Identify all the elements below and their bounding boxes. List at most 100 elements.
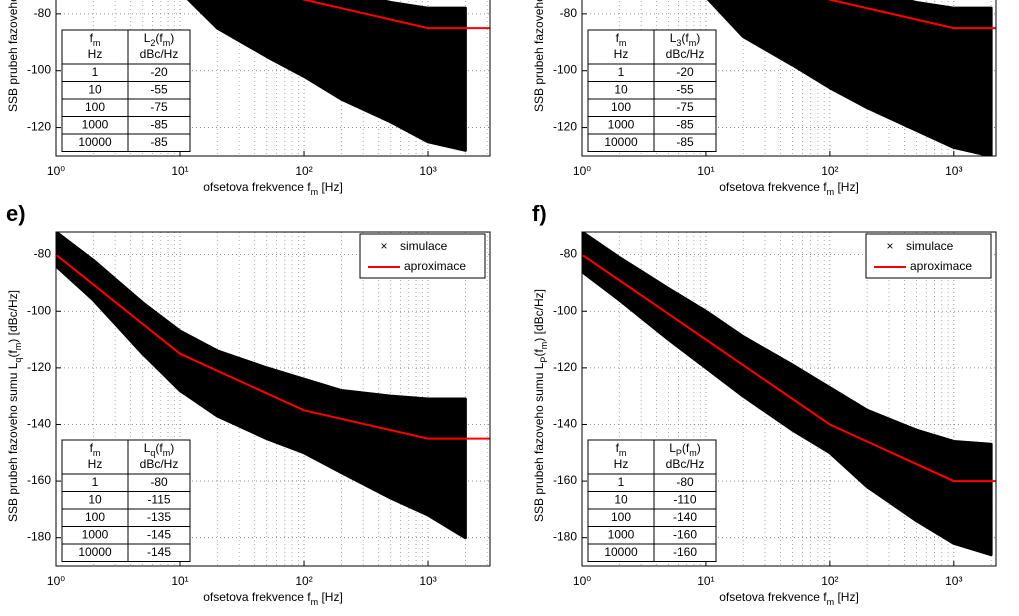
table-header: L3(fm) [670,31,701,48]
panel-label: f) [532,201,547,226]
y-tick-label: -80 [560,6,578,20]
table-cell: 10000 [78,545,112,559]
table-header: LP(fm) [669,441,701,458]
x-tick-label: 10¹ [171,164,188,178]
table-cell: 10000 [78,135,112,149]
table-cell: 1000 [82,527,109,541]
table-header: L2(fm) [144,31,175,48]
y-tick-label: -140 [27,417,51,431]
approximation-line [582,253,996,483]
panel-label: e) [6,201,26,226]
table-cell: 1 [618,65,625,79]
plot [582,232,996,566]
x-axis-label: ofsetova frekvence fm [Hz] [203,180,343,197]
table-cell: 100 [85,510,105,524]
x-tick-label: 10¹ [171,574,188,588]
table-header: fm [90,31,101,48]
table-cell: -85 [150,135,168,149]
table-header: Hz [88,457,103,471]
y-tick-label: -120 [27,360,51,374]
legend-label: aproximace [910,259,972,273]
table-header: dBc/Hz [140,457,179,471]
table-cell: 1 [92,475,99,489]
table-header: fm [616,31,627,48]
legend-marker: × [380,239,387,253]
legend-box [359,233,486,279]
y-axis-label: SSB prubeh fazoveho sumu L2(fm) [dBc/Hz] [6,0,23,112]
x-tick-label: 10³ [945,574,962,588]
y-tick-label: -100 [27,303,51,317]
table-cell: 10 [614,492,628,506]
x-tick-label: 10⁰ [573,574,591,588]
y-axis-label: SSB prubeh fazoveho sumu Lq(fm) [dBc/Hz] [6,290,23,522]
y-axis-label: SSB prubeh fazoveho sumu LP(fm) [dBc/Hz] [532,289,549,522]
table-frame [61,29,191,152]
plot [582,0,996,156]
y-tick-label: -100 [553,303,577,317]
y-tick-label: -180 [27,530,51,544]
table-cell: -145 [147,545,171,559]
legend-label: simulace [400,239,448,253]
plot-frame [55,0,491,157]
y-tick-label: -120 [553,360,577,374]
table-cell: -85 [676,135,694,149]
simulation-cloud [582,232,993,557]
y-tick-label: -120 [553,120,577,134]
x-tick-label: 10⁰ [47,164,65,178]
approximation-line [828,0,996,30]
table-cell: -115 [147,492,170,506]
table-cell: 10 [88,492,102,506]
table-cell: -160 [673,545,697,559]
table-header: Lq(fm) [144,441,175,458]
y-tick-label: -80 [560,247,578,261]
table-cell: 1 [92,65,99,79]
table-cell: -110 [673,492,696,506]
table-cell: 10 [88,82,102,96]
simulation-cloud [706,0,993,156]
table-header: fm [616,441,627,458]
table-cell: 100 [611,510,631,524]
table-cell: -80 [150,475,168,489]
table-frame [587,439,717,562]
table-cell: -85 [150,117,168,131]
plot-frame [55,231,491,567]
table-cell: -55 [150,82,168,96]
legend-marker: × [886,239,893,253]
x-tick-label: 10² [821,164,838,178]
table-cell: 10000 [604,135,638,149]
simulation-cloud [186,0,467,152]
y-axis-label: SSB prubeh fazoveho sumu L3(fm) [dBc/Hz] [532,0,549,112]
legend-box [865,233,992,279]
x-tick-label: 10² [821,574,838,588]
plot-frame [581,0,997,157]
y-tick-label: -100 [553,63,577,77]
table-header: dBc/Hz [666,457,705,471]
x-axis-label: ofsetova frekvence fm [Hz] [719,590,859,607]
table-cell: 10 [614,82,628,96]
y-tick-label: -80 [34,247,52,261]
approximation-line [302,0,490,30]
table-cell: 1000 [608,527,635,541]
table-header: fm [90,441,101,458]
x-tick-label: 10³ [419,164,436,178]
table-cell: -75 [676,100,694,114]
x-tick-label: 10¹ [697,574,714,588]
x-axis-label: ofsetova frekvence fm [Hz] [719,180,859,197]
table-cell: 100 [611,100,631,114]
table-header: dBc/Hz [666,47,705,61]
table-cell: 100 [85,100,105,114]
y-tick-label: -100 [27,63,51,77]
x-tick-label: 10³ [945,164,962,178]
y-tick-label: -80 [34,6,52,20]
x-tick-label: 10⁰ [573,164,591,178]
legend-label: simulace [906,239,954,253]
table-cell: 1000 [82,117,109,131]
table-frame [587,29,717,152]
table-header: Hz [614,47,629,61]
table-cell: -55 [676,82,694,96]
table-cell: -80 [676,475,694,489]
table-cell: -135 [147,510,171,524]
